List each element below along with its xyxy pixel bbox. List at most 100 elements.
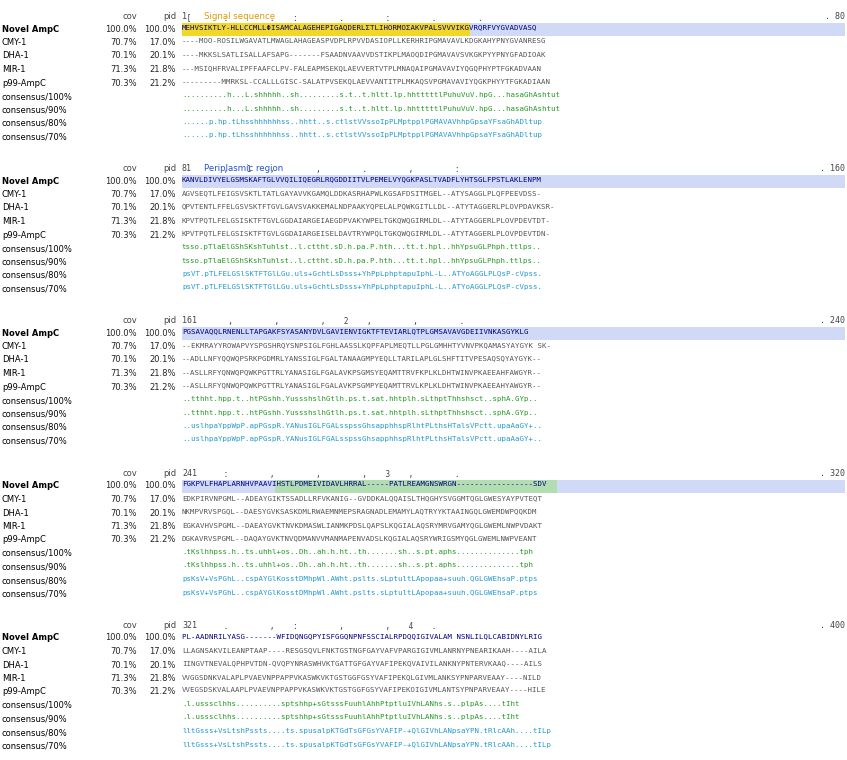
Text: pid: pid: [163, 12, 176, 21]
Text: NKMPVRVSPGQL--DAESYGVKSASKDMLRWAEMNMEPSRAGNADLEMAMYLAQTRYYKTAAINGQLGWEMDWPQQKDM: NKMPVRVSPGQL--DAESYGVKSASKDMLRWAEMNMEPSR…: [182, 508, 538, 515]
Text: 241: 241: [182, 469, 197, 478]
Text: KPVTPQTLFELGSISKTFTGVLGGDAIARGEISELDAVTRYWPQLTGKQWQGIRMLDL--ATYTAGGERLPLOVPDEVTD: KPVTPQTLFELGSISKTFTGVLGGDAIARGEISELDAVTR…: [182, 230, 551, 236]
Text: 21.8%: 21.8%: [150, 217, 176, 226]
Text: . 160: . 160: [820, 164, 845, 173]
Text: 70.7%: 70.7%: [110, 190, 137, 199]
Text: Signal sequence: Signal sequence: [204, 12, 275, 21]
Bar: [182, 175, 845, 188]
Text: [       .         .    :         .         :         .         .: [ . . : . : . .: [182, 13, 483, 22]
Text: 20.1%: 20.1%: [150, 660, 176, 670]
Text: pid: pid: [163, 316, 176, 325]
Text: 161: 161: [182, 316, 197, 325]
Text: 81: 81: [182, 164, 192, 173]
Text: 100.0%: 100.0%: [105, 328, 137, 337]
Text: 21.2%: 21.2%: [150, 536, 176, 544]
Text: consensus/90%: consensus/90%: [2, 106, 68, 115]
Text: p99-AmpC: p99-AmpC: [2, 536, 46, 544]
Text: consensus/80%: consensus/80%: [2, 423, 68, 432]
Text: ..tthht.hpp.t..htPGshh.YussshslhGtlh.ps.t.sat.hhtplh.sLthptThhshsct..sphA.GYp..: ..tthht.hpp.t..htPGshh.YussshslhGtlh.ps.…: [182, 410, 538, 416]
Text: .         ,    :         ,         ,    4    .: . , : , , 4 .: [182, 622, 436, 631]
Text: 100.0%: 100.0%: [144, 176, 176, 185]
Text: :         ,         ,         ,    3    ,         .: : , , , 3 , .: [182, 470, 460, 479]
Text: 70.3%: 70.3%: [110, 688, 137, 696]
Text: 71.3%: 71.3%: [110, 217, 137, 226]
Text: 70.3%: 70.3%: [110, 382, 137, 391]
Text: MIR-1: MIR-1: [2, 674, 25, 683]
Text: 321: 321: [182, 621, 197, 630]
Text: pid: pid: [163, 164, 176, 173]
Text: 21.2%: 21.2%: [150, 688, 176, 696]
Text: lltGsss+VsLtshPssts....ts.spusalpKTGdTsGFGsYVAFIP-+QlGIVhLANpsaYPN.tRlcAAh....tI: lltGsss+VsLtshPssts....ts.spusalpKTGdTsG…: [182, 742, 551, 748]
Bar: [182, 327, 845, 340]
Text: IINGVTNEVALQPHPVTDN-QVQPYNRASWHVKTGATTGFGAYVAFIPEKQVAIVILANKNYPNTERVKAAQ----AILS: IINGVTNEVALQPHPVTDN-QVQPYNRASWHVKTGATTGF…: [182, 660, 542, 667]
Text: consensus/70%: consensus/70%: [2, 284, 68, 293]
Text: FGKPVLFHAPLARNHVPAAVIHSTLPDMEIVIDAVLHRRAL-----PATLREAMGNSWRGN-----------------SD: FGKPVLFHAPLARNHVPAAVIHSTLPDMEIVIDAVLHRRA…: [182, 482, 546, 487]
Text: 20.1%: 20.1%: [150, 356, 176, 365]
Text: 100.0%: 100.0%: [144, 24, 176, 33]
Text: consensus/70%: consensus/70%: [2, 436, 68, 445]
Text: . 320: . 320: [820, 469, 845, 478]
Text: 70.3%: 70.3%: [110, 536, 137, 544]
Text: consensus/100%: consensus/100%: [2, 92, 73, 101]
Text: ..........h...L.shhhhh..sh.........s.t..t.hltt.lp.hhtttttlPuhuVuV.hpG...hasaGhAs: ..........h...L.shhhhh..sh.........s.t..…: [182, 106, 560, 112]
Text: DGKAVRVSPGML--DAQAYGVKTNVQDMANVVMANMAPENVADSLKQGIALAQSRYWRIGSMYQGLGWEMLNWPVEANT: DGKAVRVSPGML--DAQAYGVKTNVQDMANVVMANMAPEN…: [182, 536, 538, 541]
Text: 100.0%: 100.0%: [105, 176, 137, 185]
Text: consensus/90%: consensus/90%: [2, 258, 68, 267]
Text: CMY-1: CMY-1: [2, 647, 27, 656]
Text: 21.2%: 21.2%: [150, 382, 176, 391]
Text: cov: cov: [122, 12, 137, 21]
Text: consensus/80%: consensus/80%: [2, 728, 68, 737]
Text: cov: cov: [122, 316, 137, 325]
Text: QPVTENTLFFELGSVSKΤFTGVLGAVSVAKKEMALNDPAAKYQPELALPQWKGITLLDL--ATYTAGGERLPLOVPDAVK: QPVTENTLFFELGSVSKΤFTGVLGAVSVAKKEMALNDPAA…: [182, 204, 556, 210]
Text: 100.0%: 100.0%: [105, 634, 137, 642]
Text: 17.0%: 17.0%: [150, 38, 176, 47]
Text: DHA-1: DHA-1: [2, 204, 29, 213]
Text: . 80: . 80: [825, 12, 845, 21]
Text: Novel AmpC: Novel AmpC: [2, 482, 59, 490]
Text: Novel AmpC: Novel AmpC: [2, 24, 59, 33]
Text: --ASLLRFYQNWQPQWKPGTTRLYANASIGLFGALAVKPSGMPYEQAMTTRVLKPLKLDHTWINVPKAEEAHYAWGYR--: --ASLLRFYQNWQPQWKPGTTRLYANASIGLFGALAVKPS…: [182, 382, 542, 388]
Text: CMY-1: CMY-1: [2, 190, 27, 199]
Text: cov: cov: [122, 469, 137, 478]
Text: 21.8%: 21.8%: [150, 674, 176, 683]
Text: EDKPIRVNPGML--ADEAYGIKTSSADLLRFVKANIG--GVDDKALQQAISLTHQGHYSVGGMTQGLGWESYAYPVTEQT: EDKPIRVNPGML--ADEAYGIKTSSADLLRFVKANIG--G…: [182, 495, 542, 501]
Text: 70.1%: 70.1%: [110, 508, 137, 518]
Text: PGSAVAQQLRNENLLΤAPGAKFSYASANYDVLGAVIENVIGKTFTEVIARLQTPLGMSAVAVGDEIIVNKASGYKLG: PGSAVAQQLRNENLLΤAPGAKFSYASANYDVLGAVIENVI…: [182, 328, 529, 334]
Text: 17.0%: 17.0%: [150, 495, 176, 504]
Text: consensus/80%: consensus/80%: [2, 576, 68, 585]
Text: tsso.pTlaElGShSKshTuhlst..l.cttht.sD.h.pa.P.hth...tt.t.hpl..hhYpsuGLPhph.ttlps..: tsso.pTlaElGShSKshTuhlst..l.cttht.sD.h.p…: [182, 244, 542, 250]
Text: MIR-1: MIR-1: [2, 369, 25, 378]
Text: cov: cov: [122, 621, 137, 630]
Text: consensus/100%: consensus/100%: [2, 701, 73, 710]
Text: . 240: . 240: [820, 316, 845, 325]
Text: .tKslhhpss.h..ts.uhhl+os..Dh..ah.h.ht..th.......sh..s.pt.aphs..............tph: .tKslhhpss.h..ts.uhhl+os..Dh..ah.h.ht..t…: [182, 549, 533, 555]
Text: DHA-1: DHA-1: [2, 356, 29, 365]
Text: ..........h...L.shhhhh..sh.........s.t..t.hltt.lp.hhtttttlPuhuVuV.hpG...hasaGhAs: ..........h...L.shhhhh..sh.........s.t..…: [182, 92, 560, 98]
Text: p99-AmpC: p99-AmpC: [2, 230, 46, 239]
Text: 21.8%: 21.8%: [150, 522, 176, 531]
Text: CMY-1: CMY-1: [2, 495, 27, 504]
Text: 17.0%: 17.0%: [150, 190, 176, 199]
Text: consensus/70%: consensus/70%: [2, 132, 68, 141]
Text: Novel AmpC: Novel AmpC: [2, 634, 59, 642]
Text: KPVTPQTLFELGSISKTFTGVLGGDAIARGEIAEGDPVAKYWPELTGKQWQGIRMLDL--ATYTAGGERLPLOVPDEVTD: KPVTPQTLFELGSISKTFTGVLGGDAIARGEIAEGDPVAK…: [182, 217, 551, 223]
Text: consensus/70%: consensus/70%: [2, 742, 68, 751]
Text: 71.3%: 71.3%: [110, 674, 137, 683]
Text: consensus/100%: consensus/100%: [2, 244, 73, 253]
Text: tsso.pTlaElGShSKshTuhlst..l.cttht.sD.h.pa.P.hth...tt.t.hpl..hhYpsuGLPhph.ttlps..: tsso.pTlaElGShSKshTuhlst..l.cttht.sD.h.p…: [182, 258, 542, 264]
Text: CMY-1: CMY-1: [2, 342, 27, 351]
Text: 71.3%: 71.3%: [110, 369, 137, 378]
Text: Periplasmic region: Periplasmic region: [204, 164, 283, 173]
Text: EGKAVHVSPGML--DAEAYGVKTNVKDMASWLIANMKPDSLQAPSLKQGIALAQSRYMRVGAMYQGLGWEMLNWPVDAKT: EGKAVHVSPGML--DAEAYGVKTNVKDMASWLIANMKPDS…: [182, 522, 542, 528]
Text: MIR-1: MIR-1: [2, 217, 25, 226]
Text: psKsV+VsPGhL..cspAYGlKosstDMhpWl.AWht.pslts.sLptultLApopaa+suuh.QGLGWEhsaP.ptps: psKsV+VsPGhL..cspAYGlKosstDMhpWl.AWht.ps…: [182, 590, 538, 596]
Text: CMY-1: CMY-1: [2, 38, 27, 47]
Text: psVT.pTLFELGSlSKTFTGlLGu.uls+GchtLsDsss+YhPpLphptapuIphL-L..ATYoAGGLPLQsP-cVpss.: psVT.pTLFELGSlSKTFTGlLGu.uls+GchtLsDsss+…: [182, 271, 542, 277]
Text: .tKslhhpss.h..ts.uhhl+os..Dh..ah.h.ht..th.......sh..s.pt.aphs..............tph: .tKslhhpss.h..ts.uhhl+os..Dh..ah.h.ht..t…: [182, 562, 533, 568]
Text: consensus/90%: consensus/90%: [2, 714, 68, 724]
Text: 20.1%: 20.1%: [150, 204, 176, 213]
Text: p99-AmpC: p99-AmpC: [2, 78, 46, 87]
Text: MIR-1: MIR-1: [2, 65, 25, 74]
Text: 100.0%: 100.0%: [144, 482, 176, 490]
Text: 70.1%: 70.1%: [110, 660, 137, 670]
